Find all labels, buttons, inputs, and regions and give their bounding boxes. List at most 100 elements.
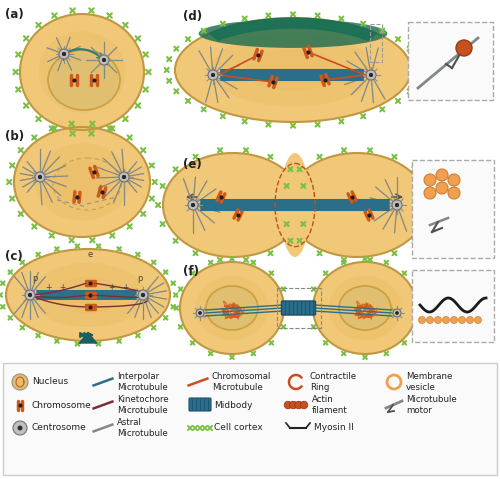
Text: (b): (b) (5, 130, 24, 143)
Circle shape (62, 52, 66, 56)
Text: (e): (e) (183, 158, 202, 171)
Circle shape (25, 290, 35, 300)
Circle shape (211, 73, 215, 77)
Text: Midbody: Midbody (214, 400, 252, 410)
Circle shape (102, 58, 106, 62)
Circle shape (59, 49, 69, 59)
Text: (d): (d) (183, 10, 202, 23)
Circle shape (392, 200, 402, 210)
Circle shape (366, 70, 376, 80)
Circle shape (474, 317, 482, 323)
Ellipse shape (211, 290, 253, 326)
Ellipse shape (344, 290, 386, 326)
Circle shape (395, 203, 399, 207)
Text: Chromosomal
Microtubule: Chromosomal Microtubule (212, 372, 272, 392)
Circle shape (28, 293, 32, 297)
Circle shape (290, 401, 297, 409)
Circle shape (396, 312, 398, 314)
Text: (f): (f) (183, 265, 199, 278)
Ellipse shape (30, 263, 146, 327)
Ellipse shape (287, 153, 427, 257)
Circle shape (393, 309, 401, 317)
Text: Kinetochore
Microtubule: Kinetochore Microtubule (117, 395, 168, 415)
Circle shape (188, 200, 198, 210)
Ellipse shape (55, 160, 109, 204)
Text: e: e (88, 250, 93, 259)
Circle shape (456, 40, 472, 56)
Circle shape (284, 401, 292, 409)
Ellipse shape (20, 14, 144, 130)
Circle shape (448, 187, 460, 199)
Text: +: + (122, 283, 128, 292)
Ellipse shape (48, 50, 120, 110)
Circle shape (13, 421, 27, 435)
Text: (c): (c) (5, 250, 23, 263)
Text: Actin
filament: Actin filament (312, 395, 348, 415)
Text: p: p (32, 274, 38, 283)
Ellipse shape (246, 49, 340, 91)
Text: +: + (108, 283, 114, 292)
Circle shape (35, 172, 45, 182)
FancyBboxPatch shape (412, 270, 494, 342)
Circle shape (436, 169, 448, 181)
Text: Membrane
vesicle: Membrane vesicle (406, 372, 452, 392)
Ellipse shape (313, 262, 417, 354)
FancyBboxPatch shape (412, 160, 494, 258)
Circle shape (18, 425, 22, 431)
Circle shape (38, 175, 42, 179)
Circle shape (434, 317, 442, 323)
Ellipse shape (57, 49, 107, 95)
Text: Chromosome: Chromosome (32, 400, 92, 410)
Ellipse shape (6, 249, 170, 341)
Circle shape (426, 317, 434, 323)
Circle shape (450, 317, 458, 323)
FancyBboxPatch shape (282, 301, 316, 315)
Circle shape (418, 317, 426, 323)
FancyBboxPatch shape (408, 22, 493, 100)
Text: Astral
Microtubule: Astral Microtubule (117, 418, 168, 438)
Circle shape (466, 317, 473, 323)
Ellipse shape (175, 18, 411, 122)
Text: Myosin II: Myosin II (314, 423, 354, 433)
Ellipse shape (196, 276, 268, 340)
Text: Cell cortex: Cell cortex (214, 423, 263, 433)
Text: Microtubule
motor: Microtubule motor (406, 395, 457, 415)
Circle shape (458, 317, 466, 323)
Circle shape (448, 174, 460, 186)
Text: Interpolar
Microtubule: Interpolar Microtubule (117, 372, 168, 392)
Circle shape (424, 187, 436, 199)
Ellipse shape (206, 286, 258, 330)
FancyBboxPatch shape (189, 398, 211, 411)
Circle shape (122, 175, 126, 179)
Ellipse shape (38, 32, 126, 113)
Circle shape (436, 182, 448, 194)
Polygon shape (80, 333, 96, 343)
Text: Nucleus: Nucleus (32, 377, 68, 387)
Ellipse shape (163, 153, 303, 257)
Circle shape (369, 73, 373, 77)
Ellipse shape (210, 34, 376, 106)
Ellipse shape (55, 276, 121, 313)
Text: Contractile
Ring: Contractile Ring (310, 372, 357, 392)
Text: +: + (45, 283, 51, 292)
Ellipse shape (14, 127, 150, 237)
Ellipse shape (198, 19, 388, 48)
FancyBboxPatch shape (3, 363, 497, 475)
Circle shape (208, 70, 218, 80)
Circle shape (196, 309, 204, 317)
Text: (a): (a) (5, 8, 24, 21)
Circle shape (191, 203, 195, 207)
Circle shape (119, 172, 129, 182)
Circle shape (442, 317, 450, 323)
Ellipse shape (34, 144, 130, 220)
Ellipse shape (339, 286, 391, 330)
Text: Centrosome: Centrosome (32, 423, 87, 433)
Circle shape (300, 401, 308, 409)
Circle shape (12, 374, 28, 390)
Circle shape (138, 290, 148, 300)
Circle shape (198, 312, 202, 314)
Ellipse shape (280, 153, 310, 257)
Circle shape (99, 55, 109, 65)
Circle shape (142, 293, 145, 297)
Circle shape (424, 174, 436, 186)
